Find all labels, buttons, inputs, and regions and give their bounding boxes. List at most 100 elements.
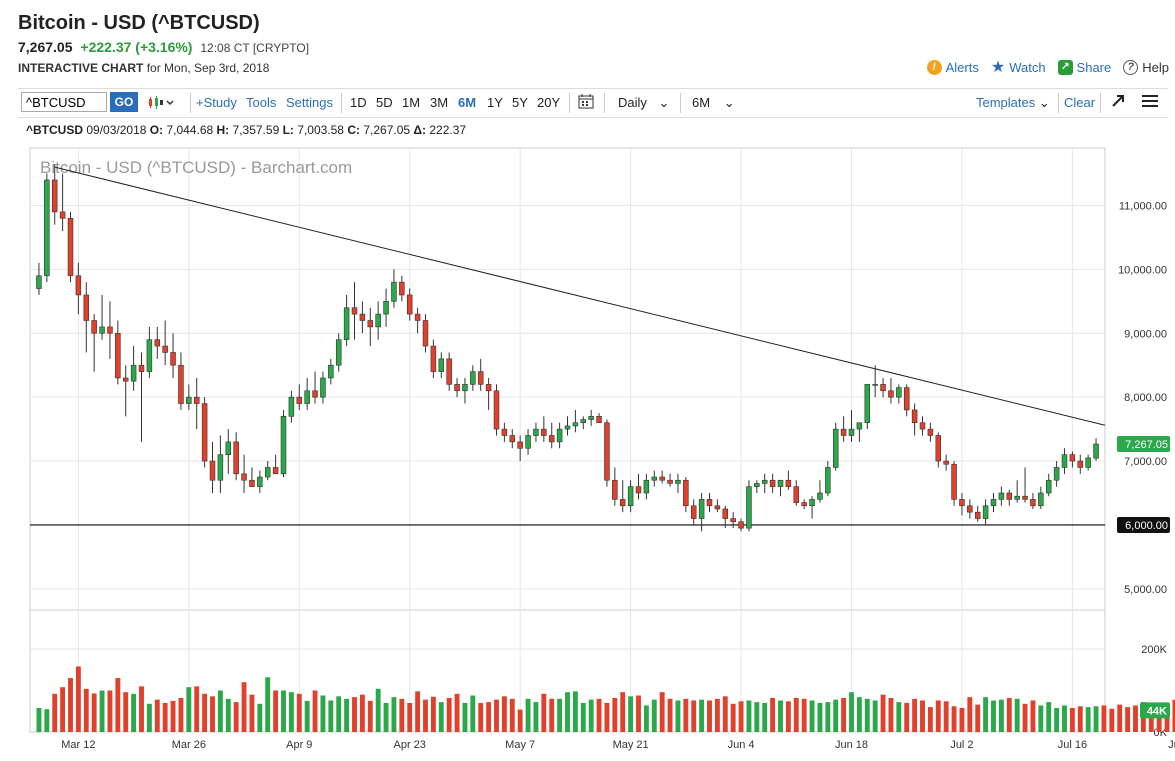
x-tick-label: Mar 12 xyxy=(61,739,95,751)
watch-link[interactable]: ★ Watch xyxy=(990,59,1046,76)
volume-bar xyxy=(636,695,641,732)
quote-time: 12:08 CT [CRYPTO] xyxy=(200,41,310,55)
interval-select[interactable]: Daily ⌄ xyxy=(618,95,669,111)
volume-bar xyxy=(501,696,507,732)
volume-bar xyxy=(991,700,996,732)
volume-bar xyxy=(1069,707,1075,732)
volume-bar xyxy=(1054,707,1060,732)
volume-bar xyxy=(139,686,144,732)
candle xyxy=(825,467,831,494)
study-button[interactable]: +Study xyxy=(196,95,237,110)
range-1d[interactable]: 1D xyxy=(350,95,367,110)
x-axis: Mar 12 Mar 26 Apr 9 Apr 23 May 7 May 21 Jun 4 J… xyxy=(61,739,1175,751)
y-tick-label: 11,000.00 xyxy=(1119,201,1167,213)
candle xyxy=(493,390,500,430)
candle xyxy=(367,320,374,328)
ohlc-date: 09/03/2018 xyxy=(86,123,147,137)
volume-bar xyxy=(588,699,594,732)
go-button[interactable]: GO xyxy=(110,92,138,112)
volume-bar xyxy=(912,698,918,732)
candle xyxy=(974,511,981,519)
volume-bar xyxy=(1085,707,1091,732)
calendar-icon[interactable] xyxy=(578,93,594,112)
price-change: +222.37 (+3.16%) xyxy=(80,39,193,55)
volume-bar xyxy=(336,696,342,732)
watch-label: Watch xyxy=(1009,60,1046,75)
volume-bar xyxy=(265,677,271,732)
volume-bar xyxy=(967,697,973,732)
candle xyxy=(1038,492,1044,507)
alerts-link[interactable]: ! Alerts xyxy=(926,60,979,75)
volume-bar xyxy=(864,698,870,732)
candle xyxy=(1030,499,1036,507)
candle xyxy=(888,390,894,398)
range-3m[interactable]: 3M xyxy=(430,95,449,110)
candle xyxy=(399,281,405,296)
candle xyxy=(186,396,192,404)
period-select[interactable]: 6M ⌄ xyxy=(692,95,735,111)
star-icon: ★ xyxy=(990,59,1006,76)
range-5d[interactable]: 5D xyxy=(376,95,393,110)
volume-bar xyxy=(423,699,428,732)
menu-icon[interactable] xyxy=(1142,94,1158,111)
interval-value: Daily xyxy=(618,95,647,110)
y-tick-label: 5,000.00 xyxy=(1124,584,1167,596)
volume-bar xyxy=(375,688,381,732)
trend-line xyxy=(54,166,1106,426)
volume-bar xyxy=(1062,705,1067,732)
volume-bar xyxy=(801,698,807,732)
expand-icon[interactable] xyxy=(1111,94,1125,111)
templates-label: Templates xyxy=(976,95,1036,110)
volume-bar xyxy=(359,694,365,732)
price-chart[interactable]: Bitcoin - USD (^BTCUSD) - Barchart.com 5… xyxy=(0,140,1175,761)
candle xyxy=(296,396,303,404)
volume-bar xyxy=(825,702,831,732)
candle xyxy=(903,387,910,411)
volume-bar xyxy=(407,702,413,732)
candle xyxy=(935,435,942,462)
range-5y[interactable]: 5Y xyxy=(512,95,528,110)
range-20y[interactable]: 20Y xyxy=(537,95,561,110)
last-price-tag xyxy=(1117,435,1170,452)
volume-bar xyxy=(383,702,389,732)
volume-bar xyxy=(533,702,539,732)
candle xyxy=(91,320,97,334)
candle xyxy=(564,425,571,430)
tools-button[interactable]: Tools xyxy=(246,95,277,110)
volume-bar xyxy=(107,690,113,732)
x-tick-label: Jun 4 xyxy=(728,739,755,751)
candle xyxy=(454,384,460,392)
candle xyxy=(1045,479,1052,494)
share-icon: ↗ xyxy=(1057,60,1073,75)
range-6m[interactable]: 6M xyxy=(458,95,477,110)
volume-bar xyxy=(430,696,436,732)
candle xyxy=(201,403,208,462)
candle xyxy=(927,428,934,436)
candle xyxy=(375,313,381,328)
candle xyxy=(422,320,429,347)
candle xyxy=(193,396,200,404)
volume-bar xyxy=(494,699,499,732)
volume-bar xyxy=(541,693,547,732)
templates-menu[interactable]: Templates ⌄ xyxy=(976,95,1050,111)
volume-bar xyxy=(52,693,58,732)
support-tag-label: 6,000.00 xyxy=(1125,520,1168,532)
settings-button[interactable]: Settings xyxy=(286,95,333,110)
volume-bar xyxy=(651,699,657,732)
volume-bar xyxy=(115,678,121,732)
help-link[interactable]: ? Help xyxy=(1123,60,1169,75)
candle xyxy=(343,307,350,340)
symbol-input[interactable] xyxy=(21,92,107,112)
candle xyxy=(485,384,492,392)
candle xyxy=(769,479,776,487)
candlestick-type-icon[interactable] xyxy=(148,95,178,114)
volume-bar xyxy=(210,696,215,732)
range-1y[interactable]: 1Y xyxy=(487,95,503,110)
volume-bar xyxy=(438,702,444,732)
range-1m[interactable]: 1M xyxy=(402,95,421,110)
period-value: 6M xyxy=(692,95,711,110)
x-tick-label: Apr 9 xyxy=(286,739,312,751)
volume-bar xyxy=(1022,703,1028,732)
share-link[interactable]: ↗ Share xyxy=(1057,60,1111,75)
clear-button[interactable]: Clear xyxy=(1064,95,1096,110)
